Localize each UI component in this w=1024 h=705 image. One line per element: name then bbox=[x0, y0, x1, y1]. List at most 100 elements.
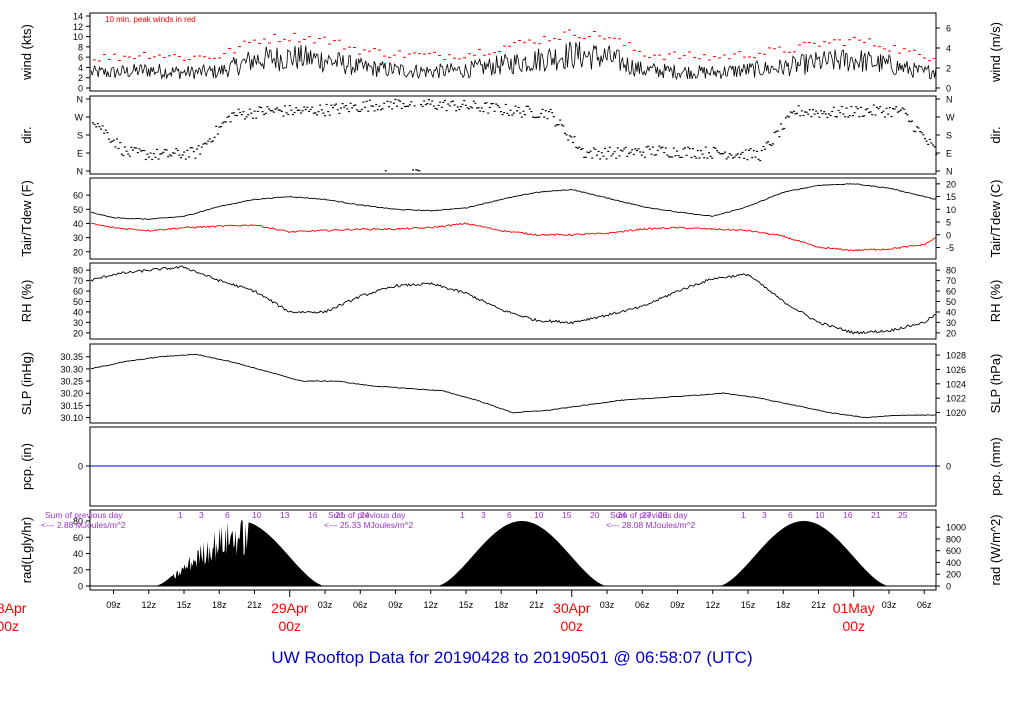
y-axis-label-left: SLP (inHg) bbox=[19, 352, 34, 415]
y-tick-label-left: N bbox=[77, 95, 84, 105]
y-tick-label-right: 70 bbox=[946, 276, 956, 286]
solar-hour-mark: 24 bbox=[360, 510, 370, 520]
y-tick-label-right: W bbox=[946, 113, 955, 123]
y-tick-label-right: 80 bbox=[946, 266, 956, 276]
solar-hour-mark: 1 bbox=[741, 510, 746, 520]
y-tick-label-left: 20 bbox=[73, 247, 83, 257]
x-tick-label: 15z bbox=[459, 600, 474, 610]
solar-hour-mark: 3 bbox=[762, 510, 767, 520]
panel-frame bbox=[89, 343, 937, 424]
y-axis-label-right: RH (%) bbox=[988, 280, 1003, 323]
y-tick-label-left: 40 bbox=[73, 307, 83, 317]
y-tick-label-right: 15 bbox=[946, 192, 956, 202]
x-tick-label: 18z bbox=[776, 600, 791, 610]
y-tick-label-left: 70 bbox=[73, 276, 83, 286]
y-tick-label-right: 1022 bbox=[946, 394, 966, 404]
solar-radiation-area bbox=[436, 521, 607, 586]
x-tick-label: 06z bbox=[917, 600, 932, 610]
y-tick-label-right: 6 bbox=[946, 24, 951, 34]
y-tick-label-left: W bbox=[75, 113, 84, 123]
y-tick-label-right: 20 bbox=[946, 179, 956, 189]
wind-speed-line bbox=[90, 41, 937, 80]
y-tick-label-right: 0 bbox=[946, 462, 951, 472]
y-tick-label-left: 30.20 bbox=[60, 389, 83, 399]
y-tick-label-left: 60 bbox=[73, 533, 83, 543]
y-tick-label-right: 0 bbox=[946, 84, 951, 94]
x-day-hour-label: 00z bbox=[560, 618, 583, 634]
y-tick-label-right: 1028 bbox=[946, 351, 966, 361]
y-tick-label-left: 20 bbox=[73, 328, 83, 338]
solar-hour-mark: 28 bbox=[658, 510, 668, 520]
x-tick-label: 15z bbox=[741, 600, 756, 610]
y-axis-label-right: wind (m/s) bbox=[988, 22, 1003, 83]
y-tick-label-right: 600 bbox=[946, 546, 961, 556]
x-tick-label: 18z bbox=[494, 600, 509, 610]
y-tick-label-left: 4 bbox=[78, 63, 83, 73]
y-tick-label-left: 0 bbox=[78, 582, 83, 592]
y-tick-label-left: 30.35 bbox=[60, 352, 83, 362]
y-tick-label-right: 0 bbox=[946, 230, 951, 240]
x-tick-label: 03z bbox=[600, 600, 615, 610]
slp-line bbox=[90, 353, 936, 419]
y-tick-label-right: 30 bbox=[946, 318, 956, 328]
y-tick-label-left: 80 bbox=[73, 266, 83, 276]
y-tick-label-right: 10 bbox=[946, 205, 956, 215]
solar-hour-mark: 20 bbox=[590, 510, 600, 520]
solar-hour-mark: 3 bbox=[199, 510, 204, 520]
x-day-label: 01May bbox=[833, 600, 875, 616]
y-tick-label-left: 60 bbox=[73, 191, 83, 201]
panel-frame bbox=[89, 262, 937, 340]
solar-sum-label: Sum of previous day bbox=[45, 510, 123, 520]
x-tick-label: 03z bbox=[882, 600, 897, 610]
x-tick-label: 12z bbox=[141, 600, 156, 610]
solar-hour-mark: 27 bbox=[642, 510, 652, 520]
dewpoint-line bbox=[90, 222, 936, 252]
x-tick-label: 21z bbox=[247, 600, 262, 610]
panel-frame bbox=[89, 12, 937, 92]
y-axis-label-left: rad(Lgly/hr) bbox=[19, 517, 34, 583]
y-tick-label-right: N bbox=[946, 95, 953, 105]
x-day-hour-label: 00z bbox=[0, 618, 19, 634]
x-tick-label: 09z bbox=[388, 600, 403, 610]
y-axis-label-left: wind (kts) bbox=[19, 24, 34, 81]
solar-radiation-area bbox=[718, 521, 889, 586]
y-tick-label-right: -5 bbox=[946, 243, 954, 253]
y-axis-label-right: dir. bbox=[988, 126, 1003, 143]
y-tick-label-left: 30.10 bbox=[60, 413, 83, 423]
y-tick-label-right: 400 bbox=[946, 558, 961, 568]
y-tick-label-right: 0 bbox=[946, 582, 951, 592]
y-tick-label-left: 40 bbox=[73, 219, 83, 229]
y-tick-label-left: 30.25 bbox=[60, 377, 83, 387]
y-tick-label-left: 20 bbox=[73, 565, 83, 575]
solar-hour-mark: 1 bbox=[178, 510, 183, 520]
y-tick-label-right: 1024 bbox=[946, 379, 966, 389]
solar-hour-mark: 6 bbox=[507, 510, 512, 520]
y-tick-label-right: 60 bbox=[946, 287, 956, 297]
air-temp-line bbox=[90, 183, 936, 220]
y-axis-label-left: Tair/Tdew (F) bbox=[19, 180, 34, 257]
y-tick-label-right: 2 bbox=[946, 64, 951, 74]
y-axis-label-right: rad (W/m^2) bbox=[988, 514, 1003, 585]
x-tick-label: 21z bbox=[529, 600, 544, 610]
x-day-hour-label: 00z bbox=[278, 618, 301, 634]
x-tick-label: 15z bbox=[177, 600, 192, 610]
solar-hour-mark: 10 bbox=[534, 510, 544, 520]
y-axis-label-right: SLP (hPa) bbox=[988, 354, 1003, 414]
y-tick-label-left: 10 bbox=[73, 32, 83, 42]
solar-radiation-area bbox=[154, 519, 325, 586]
y-tick-label-left: 50 bbox=[73, 297, 83, 307]
x-tick-label: 09z bbox=[670, 600, 685, 610]
y-tick-label-right: 20 bbox=[946, 328, 956, 338]
solar-hour-mark: 1 bbox=[460, 510, 465, 520]
wind-peak-annotation: 10 min. peak winds in red bbox=[105, 15, 196, 24]
panel-frame bbox=[89, 95, 937, 175]
y-axis-label-left: pcp. (in) bbox=[19, 443, 34, 490]
y-tick-label-right: 1026 bbox=[946, 365, 966, 375]
x-tick-label: 06z bbox=[353, 600, 368, 610]
solar-hour-mark: 10 bbox=[815, 510, 825, 520]
y-tick-label-right: 1020 bbox=[946, 408, 966, 418]
x-tick-label: 09z bbox=[106, 600, 121, 610]
y-axis-label-right: Tair/Tdew (C) bbox=[988, 179, 1003, 257]
